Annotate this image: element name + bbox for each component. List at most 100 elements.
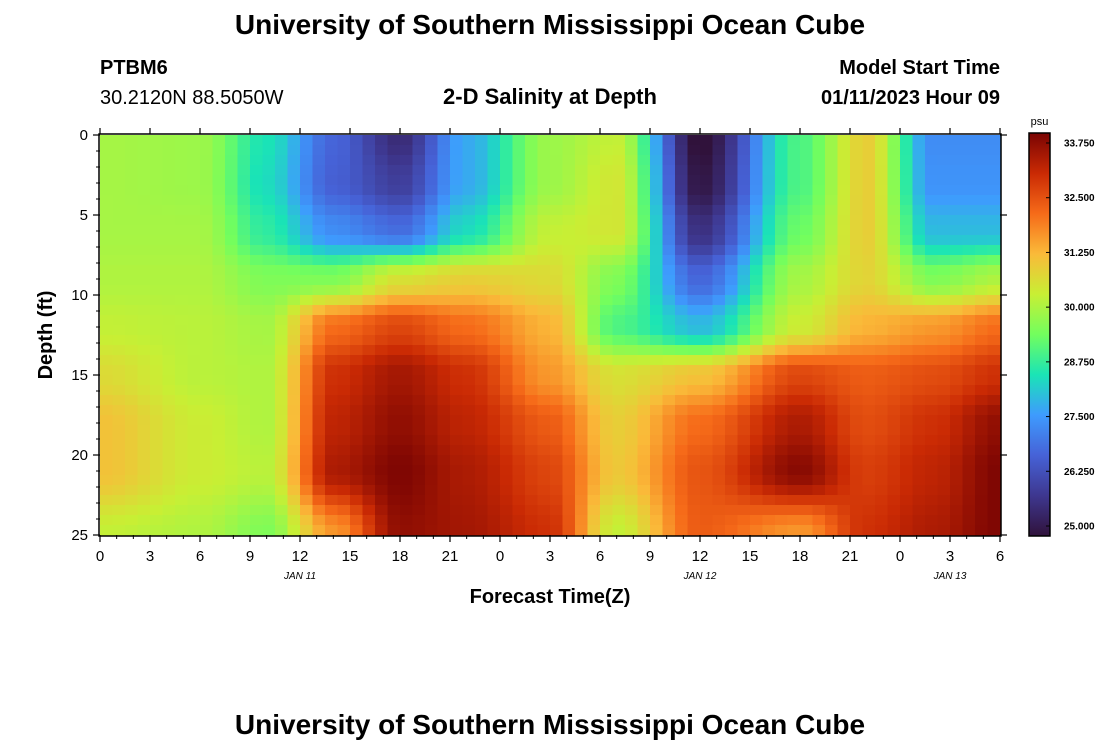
heatmap-cell [175,285,189,296]
heatmap-cell [400,265,414,276]
heatmap-cell [700,195,714,206]
heatmap-cell [550,435,564,446]
heatmap-cell [825,315,839,326]
heatmap-cell [775,435,789,446]
heatmap-cell [825,185,839,196]
heatmap-cell [587,435,601,446]
heatmap-cell [112,415,126,426]
heatmap-cell [537,425,551,436]
heatmap-cell [187,395,201,406]
heatmap-cell [825,405,839,416]
heatmap-cell [725,165,739,176]
heatmap-cell [725,355,739,366]
heatmap-cell [187,175,201,186]
heatmap-cell [712,355,726,366]
heatmap-cell [662,245,676,256]
heatmap-cell [325,275,339,286]
heatmap-cell [525,175,539,186]
heatmap-cell [737,335,751,346]
heatmap-cell [350,195,364,206]
heatmap-cell [800,185,814,196]
heatmap-cell [637,455,651,466]
heatmap-cell [425,285,439,296]
heatmap-cell [962,495,976,506]
heatmap-cell [862,335,876,346]
heatmap-cell [412,495,426,506]
heatmap-cell [125,355,139,366]
heatmap-cell [750,205,764,216]
heatmap-cell [437,215,451,226]
heatmap-cell [462,335,476,346]
heatmap-cell [925,465,939,476]
heatmap-cell [562,185,576,196]
heatmap-cell [587,195,601,206]
heatmap-cell [812,165,826,176]
heatmap-cell [600,375,614,386]
heatmap-cell [687,205,701,216]
heatmap-cell [625,285,639,296]
heatmap-cell [825,475,839,486]
heatmap-cell [487,505,501,516]
heatmap-cell [850,325,864,336]
heatmap-cell [762,305,776,316]
heatmap-cell [537,265,551,276]
heatmap-cell [550,325,564,336]
heatmap-cell [275,495,289,506]
heatmap-cell [825,435,839,446]
heatmap-cell [725,395,739,406]
heatmap-cell [587,345,601,356]
heatmap-cell [762,385,776,396]
heatmap-cell [587,355,601,366]
heatmap-cell [262,185,276,196]
heatmap-cell [612,145,626,156]
heatmap-cell [700,335,714,346]
heatmap-cell [300,245,314,256]
heatmap-cell [975,335,989,346]
heatmap-cell [325,215,339,226]
heatmap-cell [187,525,201,536]
heatmap-cell [437,335,451,346]
heatmap-cell [900,435,914,446]
heatmap-cell [412,185,426,196]
heatmap-cell [362,405,376,416]
heatmap-cell [337,135,351,146]
heatmap-cell [137,375,151,386]
heatmap-cell [700,415,714,426]
heatmap-cell [387,225,401,236]
heatmap-cell [700,145,714,156]
heatmap-cell [150,495,164,506]
heatmap-cell [187,455,201,466]
heatmap-cell [350,525,364,536]
heatmap-cell [250,375,264,386]
heatmap-cell [412,525,426,536]
heatmap-cell [200,335,214,346]
heatmap-cell [912,145,926,156]
heatmap-cell [437,425,451,436]
heatmap-cell [550,245,564,256]
heatmap-cell [137,285,151,296]
heatmap-cell [987,355,1001,366]
heatmap-cell [900,315,914,326]
heatmap-cell [787,325,801,336]
heatmap-cell [225,345,239,356]
heatmap-cell [737,215,751,226]
heatmap-cell [337,195,351,206]
heatmap-cell [212,465,226,476]
heatmap-cell [675,265,689,276]
heatmap-cell [387,155,401,166]
heatmap-cell [362,305,376,316]
heatmap-cell [550,345,564,356]
heatmap-cell [487,515,501,526]
heatmap-cell [350,155,364,166]
heatmap-cell [612,295,626,306]
heatmap-cell [937,525,951,536]
heatmap-cell [925,335,939,346]
heatmap-cell [175,435,189,446]
heatmap-cell [425,495,439,506]
heatmap-cell [800,135,814,146]
heatmap-cell [887,345,901,356]
heatmap-cell [675,425,689,436]
heatmap-cell [987,395,1001,406]
heatmap-cell [125,435,139,446]
heatmap-cell [325,265,339,276]
